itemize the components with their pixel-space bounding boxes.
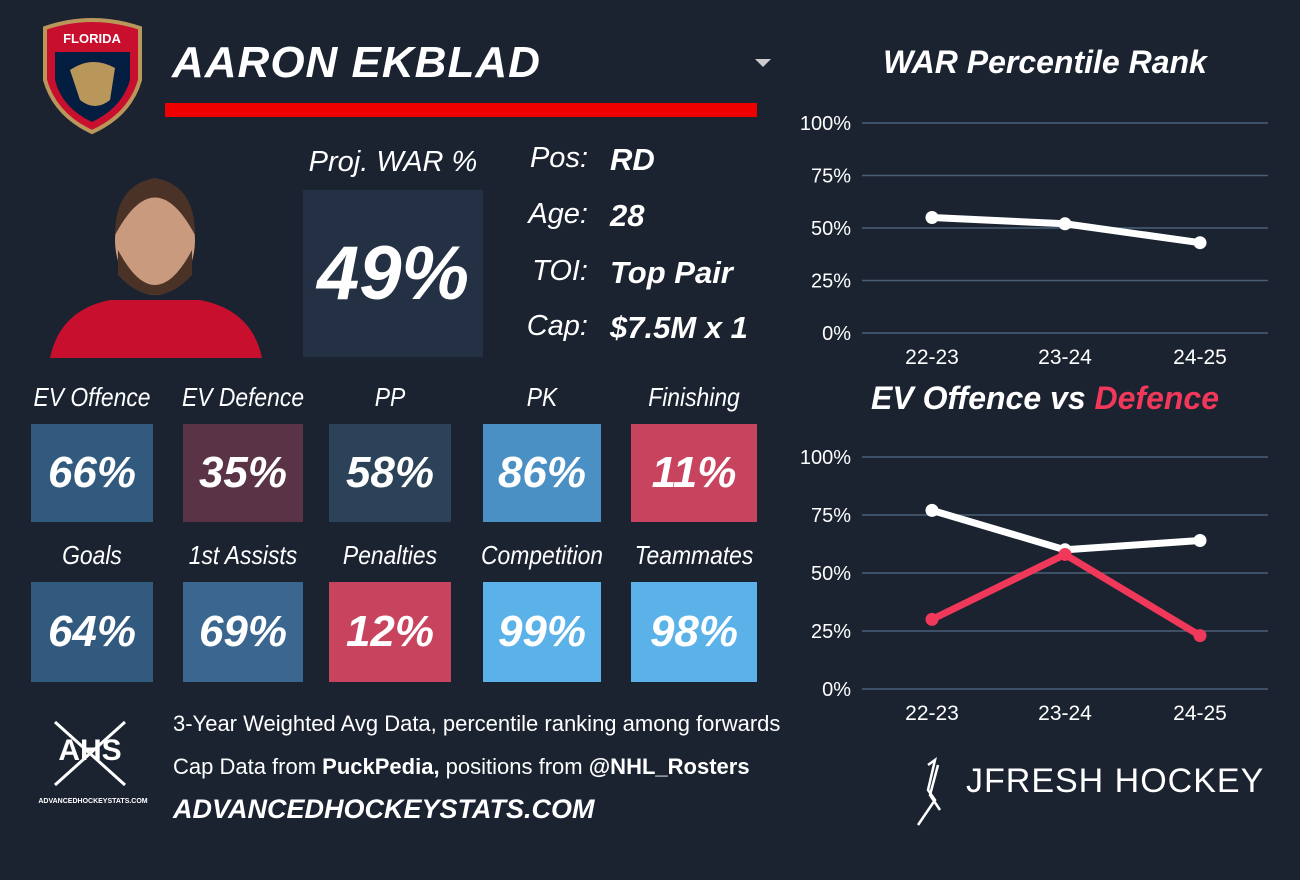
proj-war-box: [303, 190, 483, 357]
tile-label: PK: [526, 382, 558, 412]
y-tick-label: 100%: [800, 113, 851, 135]
name-underline: [165, 103, 757, 117]
site: ADVANCEDHOCKEYSTATS.COM: [173, 794, 595, 824]
source: PuckPedia,: [322, 754, 440, 779]
panther: [70, 61, 115, 106]
tile: 11%: [631, 424, 757, 522]
info-label: Cap:: [526, 310, 588, 342]
text: Cap Data from: [173, 754, 323, 779]
info-value: $7.5M x 1: [610, 310, 748, 345]
player-beard: [118, 250, 192, 295]
footer-line1: 3-Year Weighted Avg Data, percentile ran…: [173, 711, 781, 736]
point: [1058, 217, 1072, 231]
point: [1193, 236, 1207, 250]
tile: 35%: [183, 424, 303, 522]
tile-label: Penalties: [342, 540, 438, 570]
x-tick-label: 23-24: [1038, 346, 1092, 369]
chart-title: EV Offence vs Defence: [871, 380, 1219, 416]
ahs-logo: [53, 720, 127, 787]
point: [1193, 534, 1207, 548]
x-tick-label: 22-23: [905, 346, 959, 369]
y-tick-label: 25%: [811, 271, 851, 293]
point: [925, 503, 939, 517]
chart-title: WAR Percentile Rank: [883, 44, 1209, 80]
tile: 64%: [31, 582, 153, 682]
point: [1058, 547, 1072, 561]
y-tick-label: 50%: [811, 218, 851, 240]
title-text: EV Offence vs: [871, 380, 1086, 416]
ahs-logo-text: AHS: [58, 734, 121, 767]
brand: JFRESH HOCKEY: [966, 762, 1264, 800]
y-tick-label: 25%: [811, 621, 851, 643]
tile-label: EV Offence: [33, 382, 151, 412]
dropdown-arrow[interactable]: [755, 59, 771, 67]
footer-line2: Cap Data from PuckPedia, positions from …: [173, 754, 750, 780]
y-tick-label: 100%: [800, 447, 851, 469]
jfresh-logo: [916, 757, 942, 826]
y-tick-label: 75%: [811, 505, 851, 527]
info-value: RD: [610, 142, 655, 177]
tile: 69%: [183, 582, 303, 682]
tile: 99%: [483, 582, 601, 682]
player-face: [115, 185, 195, 295]
team-logo-text: FLORIDA: [63, 31, 121, 46]
jersey: [50, 300, 262, 358]
tile-label: Goals: [62, 540, 122, 570]
x-tick-label: 24-25: [1173, 346, 1227, 369]
tile: 66%: [31, 424, 153, 522]
x-tick-label: 24-25: [1173, 702, 1227, 725]
tile: 86%: [483, 424, 601, 522]
proj-war-value: 49%: [316, 231, 470, 316]
info-value: 28: [610, 198, 645, 233]
y-tick-label: 0%: [822, 323, 851, 345]
tile: 58%: [329, 424, 451, 522]
ahs-logo-subtext: ADVANCEDHOCKEYSTATS.COM: [38, 798, 147, 805]
title-text: WAR Percentile Rank: [883, 44, 1209, 80]
player-hair: [115, 178, 195, 235]
info-label: TOI:: [532, 255, 588, 287]
point: [925, 211, 939, 224]
tile-label: Competition: [480, 540, 604, 570]
y-tick-label: 0%: [822, 679, 851, 701]
text: positions from: [439, 754, 589, 779]
charts: WAR Percentile Rank 0% 25% 50% 75% 100% 22-23 2…: [800, 44, 1268, 725]
tile: 98%: [631, 582, 757, 682]
point: [925, 612, 939, 626]
source: @NHL_Rosters: [588, 754, 750, 779]
point: [1193, 629, 1207, 643]
tile-label: 1st Assists: [188, 540, 298, 570]
tile-label: PP: [374, 382, 406, 412]
x-tick-label: 22-23: [905, 702, 959, 725]
title-highlight: Defence: [1095, 380, 1220, 416]
tile-label: Finishing: [648, 382, 740, 412]
tile-label: Teammates: [634, 540, 754, 570]
info-value: Top Pair: [610, 255, 733, 290]
y-tick-label: 75%: [811, 166, 851, 188]
info-label: Pos:: [529, 142, 588, 174]
tile-label: EV Defence: [181, 382, 305, 412]
player-name: AARON EKBLAD: [172, 38, 541, 87]
tile: 12%: [329, 582, 451, 682]
line: [930, 550, 1202, 639]
proj-war-label: Proj. WAR %: [308, 146, 478, 178]
info-label: Age:: [528, 198, 588, 230]
y-tick-label: 50%: [811, 563, 851, 585]
x-tick-label: 23-24: [1038, 702, 1092, 725]
